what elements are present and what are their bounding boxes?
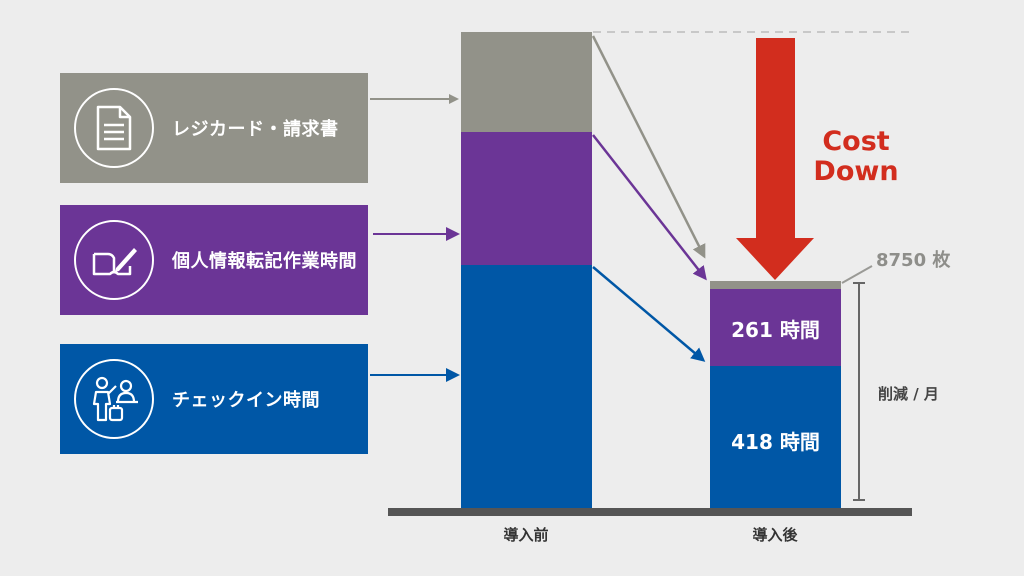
after-bar-receipt-segment: [710, 281, 841, 289]
notebook-pen-icon: [74, 220, 154, 300]
checkin-reduction-arrow: [592, 266, 706, 362]
reception-desk-icon: [74, 359, 154, 439]
cost-down-line1: Cost: [822, 126, 890, 157]
cost-down-text: Cost Down: [808, 127, 904, 187]
after-bar-personal-segment: [710, 289, 841, 366]
after-checkin-value: 418 時間: [731, 430, 820, 454]
before-bar-receipt-segment: [461, 32, 592, 132]
after-bar-checkin-segment: [710, 366, 841, 508]
receipt-label: レジカード・請求書: [172, 119, 339, 140]
before-bar-personal-segment: [461, 132, 592, 265]
baseline: [388, 508, 912, 516]
receipt-label-box: レジカード・請求書: [60, 73, 368, 183]
checkin-label: チェックイン時間: [172, 390, 320, 411]
personal-info-label: 個人情報転記作業時間: [172, 251, 357, 272]
personal-info-label-box: 個人情報転記作業時間: [60, 205, 368, 315]
before-axis-label: 導入前: [503, 526, 549, 544]
receipt-reduction-arrow: [591, 35, 706, 259]
after-personal-value: 261 時間: [731, 318, 820, 342]
document-icon: [74, 88, 154, 168]
sheets-leader-line: [841, 265, 873, 284]
checkin-label-box: チェックイン時間: [60, 344, 368, 454]
reduction-per-month-label: 削減 / 月: [878, 385, 939, 403]
cost-down-arrow-icon: [736, 38, 814, 280]
after-axis-label: 導入後: [752, 526, 798, 544]
sheets-count-label: 8750 枚: [876, 250, 951, 271]
cost-down-line2: Down: [813, 156, 899, 187]
personal-reduction-arrow: [592, 134, 707, 281]
before-bar-checkin-segment: [461, 265, 592, 508]
